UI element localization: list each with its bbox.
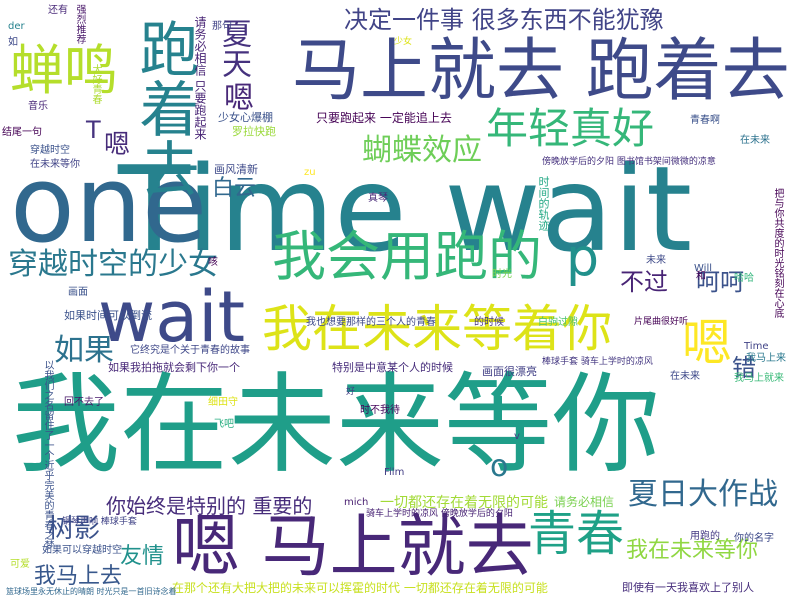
cloud-word: 回不去了 xyxy=(64,397,104,408)
cloud-word: mich xyxy=(344,497,369,508)
cloud-word: 蝴蝶效应 xyxy=(362,133,482,168)
cloud-word: 我在未来等你 xyxy=(12,363,661,488)
cloud-word: 夏日大作战 xyxy=(628,477,778,512)
cloud-word: 好 xyxy=(346,387,356,397)
cloud-word: 白驹过隙 xyxy=(538,317,578,328)
cloud-word: 只要跑起来 一定能追上去 xyxy=(316,111,452,125)
cloud-word: Film xyxy=(384,467,405,478)
cloud-word: 在未来 xyxy=(670,371,700,382)
cloud-word: 可爱 xyxy=(10,559,30,570)
cloud-word: one xyxy=(10,143,208,266)
cloud-word: 那句 xyxy=(212,21,232,32)
cloud-word: 我马上去 xyxy=(34,564,123,589)
cloud-word: 大好青春 xyxy=(90,64,101,104)
cloud-word: 请务必相信 xyxy=(554,495,615,509)
cloud-word: 穿越时空的少女 xyxy=(8,247,218,282)
cloud-word: 如果时间可以倒流 xyxy=(64,309,152,322)
cloud-word: p xyxy=(566,228,600,288)
cloud-word: 真琴 xyxy=(368,193,388,204)
cloud-word: 年轻真好 xyxy=(486,104,655,153)
cloud-word: 强烈推荐 xyxy=(74,4,85,44)
cloud-word: 少女心爆棚 xyxy=(218,111,273,124)
cloud-word: T xyxy=(86,116,101,144)
cloud-word: 我也想要那样的三个人的青春 xyxy=(306,317,436,328)
cloud-word: 钢琴声响 棒球手套 xyxy=(62,517,137,527)
cloud-word: 画面很漂亮 xyxy=(482,365,537,378)
cloud-word: 如果 xyxy=(54,333,114,368)
cloud-word: 结尾一句 xyxy=(2,127,42,138)
cloud-word: 我马上来 xyxy=(746,353,786,364)
cloud-word: 如 xyxy=(8,37,18,48)
cloud-word: 嗯 xyxy=(104,130,131,160)
cloud-word: Will xyxy=(694,263,713,274)
cloud-word: 你的名字 xyxy=(734,533,774,544)
cloud-word: 即使有一天我喜欢上了别人 xyxy=(622,581,754,594)
cloud-word: 青春 xyxy=(528,506,625,562)
cloud-word: 和 xyxy=(696,271,706,282)
cloud-word: 时不我待 xyxy=(360,405,400,416)
cloud-word: wait xyxy=(98,276,246,358)
cloud-word: 嗯 xyxy=(224,81,254,116)
cloud-word: 还有 xyxy=(48,5,68,16)
cloud-word: 少女 xyxy=(394,37,413,47)
cloud-word: 青春啊 xyxy=(690,115,720,126)
cloud-word: 我马上就来 xyxy=(734,373,784,384)
cloud-word: 不过 xyxy=(620,268,668,296)
cloud-word: 细田守 xyxy=(208,397,238,408)
cloud-word: 的时候 xyxy=(474,317,504,328)
cloud-word: Time xyxy=(744,341,769,352)
cloud-word: 如果我拍拖就会剩下你一个 xyxy=(108,361,240,374)
cloud-word: 蝉鸣 xyxy=(10,39,118,102)
cloud-word: 我在未来等你 xyxy=(626,538,759,563)
cloud-word: 傍晚放学后的夕阳 图书馆书架间微微的凉意 xyxy=(542,157,716,167)
cloud-word: 特别是中意某个人的时候 xyxy=(332,361,453,374)
cloud-word: 穿越时空 xyxy=(30,145,70,156)
cloud-word: 画面 xyxy=(68,287,88,298)
cloud-word: 它终究是个关于青春的故事 xyxy=(130,345,250,356)
cloud-word: 未来 xyxy=(646,255,666,266)
cloud-word: 错 xyxy=(732,354,756,382)
cloud-word: 白云 xyxy=(212,176,257,201)
cloud-word: 在那个还有大把大把的未来可以挥霍的时代 一切都还存在着无限的可能 xyxy=(172,581,548,595)
cloud-word: 哈哈 xyxy=(734,273,754,284)
cloud-word: 夏天 xyxy=(216,18,251,78)
cloud-word: 你始终是特别的 重要的 xyxy=(106,494,313,518)
cloud-word: 树影 xyxy=(48,514,101,544)
cloud-word: 时光 xyxy=(492,269,512,280)
cloud-word: zu xyxy=(304,167,316,178)
cloud-word: o xyxy=(490,449,509,484)
cloud-word: 罗拉快跑 xyxy=(232,125,276,138)
cloud-word: 嗯 马上就去 xyxy=(172,508,534,587)
cloud-word: 跑着去 xyxy=(129,18,199,198)
cloud-word: 把与你共度的时光铭刻在心底 xyxy=(772,188,783,318)
cloud-word: 在未来等你 xyxy=(30,159,80,170)
cloud-word: 呵呵 xyxy=(696,268,744,296)
cloud-word: 用跑的 xyxy=(690,531,720,542)
cloud-word: der xyxy=(8,21,25,32)
cloud-word: 音乐 xyxy=(28,101,48,112)
cloud-word: 友情 xyxy=(120,544,165,569)
cloud-word: 我在未来等着你 xyxy=(262,300,612,358)
cloud-word: 画风清新 xyxy=(214,163,258,176)
cloud-word: 篮球场里永无休止的晴朗 时光只是一首旧诗念着 xyxy=(6,587,177,596)
cloud-word: 棒球手套 骑车上学时的凉风 xyxy=(542,357,653,367)
cloud-word: 请务必相信 只要跑起来 xyxy=(193,16,207,140)
cloud-word: 我会用跑的 xyxy=(272,225,542,288)
cloud-word: 嗯 xyxy=(682,314,732,372)
cloud-word: 决定一件事 很多东西不能犹豫 xyxy=(344,6,664,34)
cloud-word: 一切都还存在着无限的可能 xyxy=(380,495,548,511)
cloud-word: 在未来 xyxy=(740,135,770,146)
cloud-word: 时间的轨迹 xyxy=(537,176,550,231)
cloud-word: v xyxy=(514,431,520,442)
cloud-word: 咳 xyxy=(208,257,218,268)
cloud-word: 飞吧 xyxy=(214,419,234,430)
cloud-word: 骑车上学时的凉风 傍晚放学后的夕阳 xyxy=(366,509,513,519)
cloud-word: 如果可以穿越时空 xyxy=(42,545,122,556)
cloud-word: 以我们之名留住了一个近乎完美的青春之梦 xyxy=(42,360,53,550)
cloud-word: Time wait xyxy=(118,140,693,278)
cloud-word: 片尾曲很好听 xyxy=(634,317,689,327)
cloud-word: 马上就去 跑着去 xyxy=(292,32,790,111)
